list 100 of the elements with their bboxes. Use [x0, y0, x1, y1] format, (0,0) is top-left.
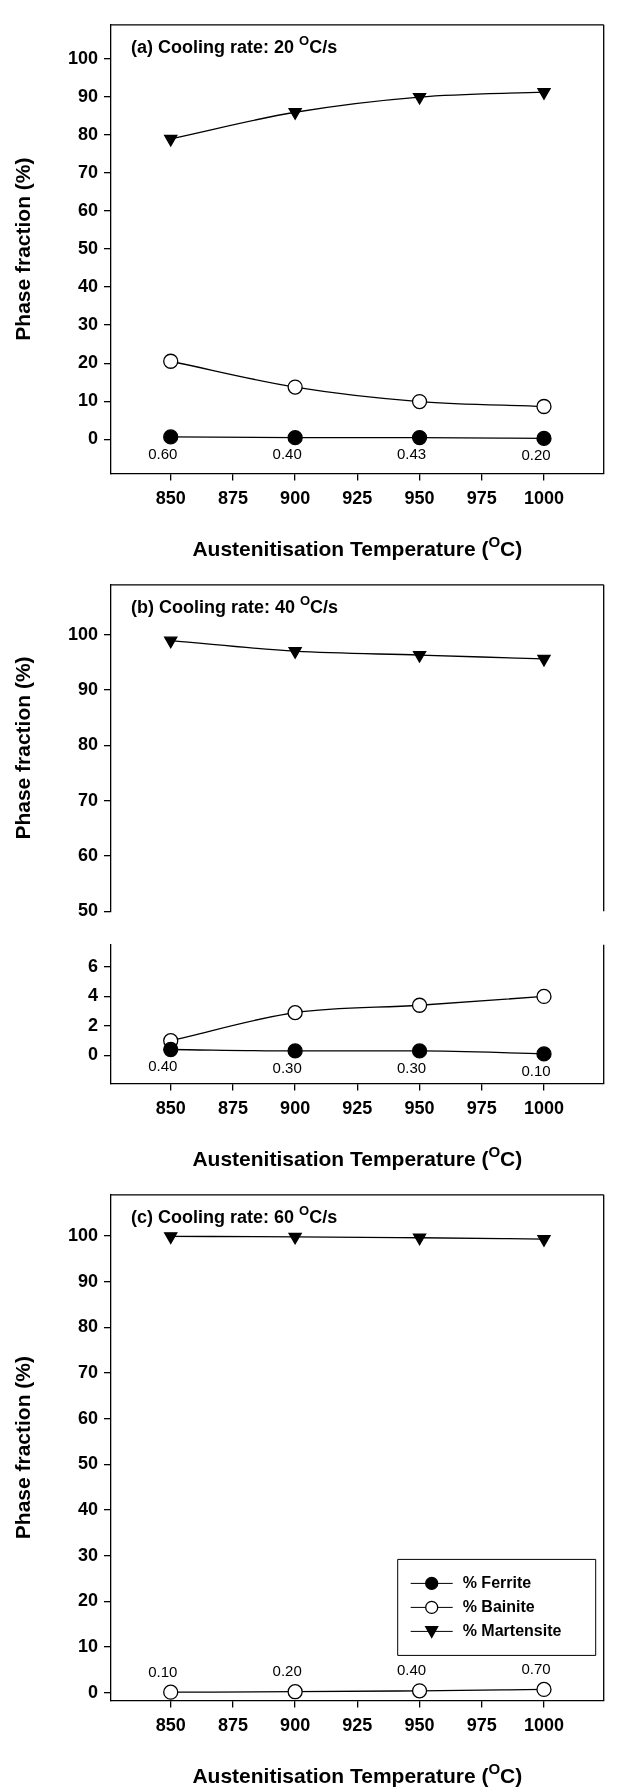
data-label: 0.20	[521, 446, 551, 464]
x-tick-label: 900	[280, 1715, 311, 1736]
point	[287, 1004, 303, 1021]
x-tick-label: 1000	[523, 1098, 564, 1119]
x-tick-label: 850	[155, 488, 186, 509]
y-tick-label: 60	[77, 844, 98, 865]
point	[163, 429, 179, 445]
y-tick-label: 70	[77, 789, 98, 810]
y-tick-label: 60	[77, 200, 98, 221]
point	[411, 1683, 428, 1699]
x-tick-label: 900	[280, 488, 311, 509]
y-tick-label: 50	[77, 1453, 98, 1474]
point	[288, 108, 302, 120]
point	[411, 1043, 428, 1059]
point	[536, 1681, 552, 1698]
point	[536, 398, 552, 415]
x-tick-label: 1000	[523, 1715, 564, 1736]
point	[537, 654, 551, 667]
y-tick-label: 30	[77, 314, 98, 335]
x-tick-label: 950	[404, 488, 435, 509]
x-tick-label: 950	[404, 1715, 435, 1736]
data-label: 0.40	[272, 445, 302, 463]
y-tick-label: 2	[87, 1014, 98, 1035]
y-tick-label: 20	[77, 1590, 98, 1611]
y-tick-label: 60	[77, 1407, 98, 1428]
y-tick-label: 90	[77, 1270, 98, 1291]
x-tick-label: 850	[155, 1098, 186, 1119]
point	[164, 134, 178, 147]
y-tick-label: 70	[77, 1361, 98, 1382]
x-tick-label: 900	[280, 1098, 311, 1119]
data-label: 0.10	[521, 1061, 551, 1079]
point	[411, 997, 428, 1013]
y-tick-label: 40	[77, 276, 98, 297]
data-label: 0.20	[272, 1662, 302, 1680]
y-tick-label: 90	[77, 678, 98, 699]
point	[536, 430, 552, 447]
y-tick-label: 80	[77, 734, 98, 755]
y-tick-label: 0	[87, 428, 98, 449]
y-tick-label: 0	[87, 1681, 98, 1702]
point	[163, 1684, 179, 1700]
y-axis-title: Phase fraction (%)	[11, 157, 35, 341]
data-label: 0.43	[396, 445, 427, 463]
y-tick-label: 50	[77, 238, 98, 259]
y-tick-label: 80	[77, 124, 98, 145]
point	[537, 87, 551, 100]
x-tick-label: 925	[342, 1715, 373, 1736]
point	[288, 1232, 302, 1245]
point	[163, 353, 179, 369]
point	[287, 1684, 303, 1700]
legend-label: % Martensite	[462, 1621, 562, 1639]
y-axis-title: Phase fraction (%)	[11, 1355, 35, 1540]
point	[537, 1234, 551, 1247]
point	[536, 1046, 552, 1062]
point	[287, 1043, 303, 1059]
data-label: 0.60	[148, 444, 178, 462]
y-axis-title: Phase fraction (%)	[11, 656, 35, 840]
x-tick-label: 975	[466, 488, 497, 509]
point	[287, 430, 303, 446]
x-tick-label: 925	[342, 1098, 373, 1119]
point	[164, 636, 178, 649]
point	[412, 650, 427, 663]
y-tick-label: 100	[67, 47, 98, 68]
y-tick-label: 70	[77, 162, 98, 183]
y-tick-label: 10	[77, 1635, 98, 1656]
data-label: 0.70	[521, 1660, 551, 1678]
x-tick-label: 950	[404, 1098, 435, 1119]
y-tick-label: 0	[87, 1044, 98, 1065]
point	[411, 429, 428, 446]
data-label: 0.30	[396, 1058, 427, 1076]
y-tick-label: 90	[77, 86, 98, 106]
y-tick-label: 100	[67, 1224, 98, 1245]
x-tick-label: 875	[217, 1098, 248, 1119]
x-tick-label: 875	[217, 1715, 248, 1736]
y-tick-label: 30	[77, 1544, 98, 1565]
data-label: 0.10	[148, 1662, 178, 1680]
x-tick-label: 875	[217, 488, 248, 509]
y-tick-label: 40	[77, 1498, 98, 1519]
x-tick-label: 975	[466, 1715, 497, 1736]
point	[412, 1233, 427, 1246]
y-tick-label: 80	[77, 1316, 98, 1337]
x-tick-label: 1000	[523, 488, 564, 509]
y-tick-label: 50	[77, 900, 98, 921]
point	[287, 379, 303, 395]
y-tick-label: 4	[87, 985, 98, 1006]
point	[411, 393, 428, 410]
x-tick-label: 850	[155, 1715, 186, 1736]
point	[164, 1232, 178, 1245]
y-tick-label: 10	[77, 390, 98, 411]
y-tick-label: 6	[87, 955, 98, 976]
x-tick-label: 925	[342, 488, 373, 509]
y-tick-label: 100	[67, 623, 98, 644]
legend-label: % Ferrite	[462, 1573, 532, 1591]
x-tick-label: 975	[466, 1098, 497, 1119]
y-tick-label: 20	[77, 352, 98, 373]
point	[536, 988, 552, 1005]
data-label: 0.30	[272, 1058, 302, 1076]
legend-label: % Bainite	[462, 1597, 535, 1615]
data-label: 0.40	[148, 1057, 178, 1075]
point	[412, 92, 427, 105]
point	[163, 1041, 179, 1058]
